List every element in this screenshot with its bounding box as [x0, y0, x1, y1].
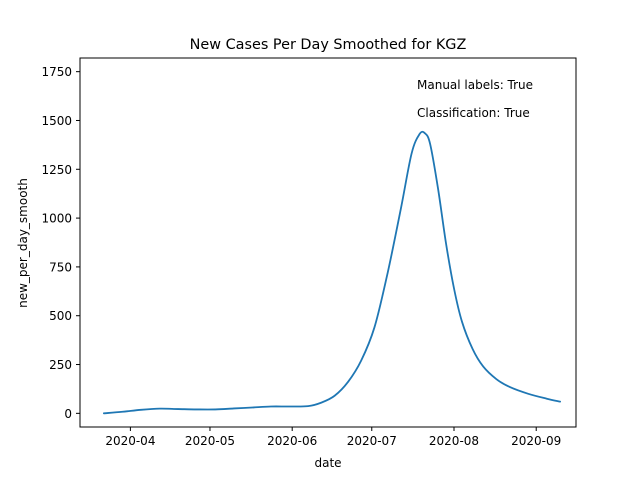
x-tick-label: 2020-07: [347, 434, 397, 448]
y-tick-label: 1000: [41, 212, 72, 226]
y-tick-label: 250: [49, 358, 72, 372]
series-line: [102, 130, 561, 415]
axes-frame: [79, 57, 577, 428]
annotation-classification: Classification: True: [417, 106, 530, 120]
y-tick-label: 500: [49, 309, 72, 323]
y-tick-label: 1250: [41, 163, 72, 177]
annotation-manual-labels: Manual labels: True: [417, 78, 533, 92]
y-tick-label: 1500: [41, 114, 72, 128]
x-tick-label: 2020-09: [511, 434, 561, 448]
y-tick-label: 0: [64, 407, 72, 421]
y-axis-label: new_per_day_smooth: [16, 178, 30, 308]
series-layer: [102, 130, 561, 415]
x-tick-label: 2020-05: [185, 434, 235, 448]
x-tick-label: 2020-08: [429, 434, 479, 448]
x-axis-label: date: [314, 456, 341, 470]
y-tick-label: 1750: [41, 65, 72, 79]
x-tick-label: 2020-06: [267, 434, 317, 448]
y-axis-ticks: 0 250 500 750 1000 1250 1500 1750: [41, 65, 80, 421]
x-tick-label: 2020-04: [105, 434, 155, 448]
x-axis-ticks: 2020-04 2020-05 2020-06 2020-07 2020-08 2020-…: [105, 427, 561, 448]
y-tick-label: 750: [49, 260, 72, 274]
chart-title: New Cases Per Day Smoothed for KGZ: [190, 37, 467, 53]
